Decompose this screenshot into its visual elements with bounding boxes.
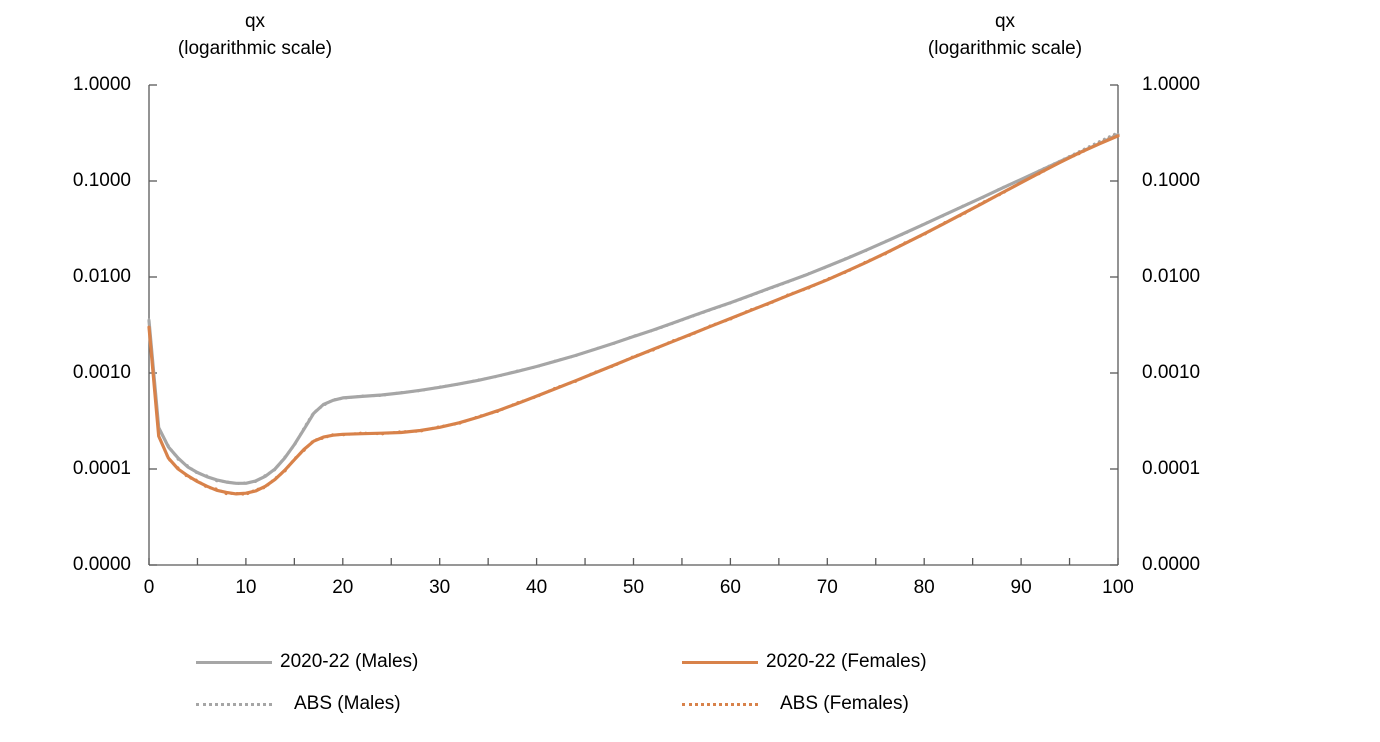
y-tick-label-right: 0.0001 xyxy=(1142,458,1201,479)
x-tick-label: 80 xyxy=(913,577,935,598)
x-tick-label: 90 xyxy=(1010,577,1032,598)
series-line-abs-males xyxy=(147,131,1120,486)
y-tick-label-left: 0.0001 xyxy=(72,458,131,479)
x-tick-label: 30 xyxy=(429,577,451,598)
y-tick-label-right: 1.0000 xyxy=(1142,74,1201,95)
y-tick-label-left: 1.0000 xyxy=(72,74,131,95)
y-tick-label-left: 0.0100 xyxy=(72,266,131,287)
y-tick-label-left: 0.0010 xyxy=(72,362,131,383)
legend-label: 2020-22 (Females) xyxy=(766,651,927,672)
y-tick-label-right: 0.0010 xyxy=(1142,362,1201,383)
x-tick-label: 70 xyxy=(816,577,838,598)
legend-solid-line-swatch xyxy=(196,660,272,664)
x-tick-label: 100 xyxy=(1102,577,1134,598)
legend-dotted-line-swatch xyxy=(196,702,272,706)
x-tick-label: 60 xyxy=(719,577,741,598)
x-tick-label: 10 xyxy=(235,577,257,598)
y-tick-label-left: 0.0000 xyxy=(72,554,131,575)
legend-dotted-line-swatch xyxy=(682,702,758,706)
x-tick-label: 20 xyxy=(332,577,354,598)
y-tick-label-right: 0.0100 xyxy=(1142,266,1201,287)
legend-item: 2020-22 (Males) xyxy=(196,651,418,673)
x-tick-label: 0 xyxy=(143,577,155,598)
y-tick-label-right: 0.1000 xyxy=(1142,170,1201,191)
series-line-2020-22-females xyxy=(147,134,1120,496)
legend-label: 2020-22 (Males) xyxy=(280,651,419,672)
legend-item: ABS (Females) xyxy=(682,693,909,715)
x-tick-label: 40 xyxy=(526,577,548,598)
y-tick-label-left: 0.1000 xyxy=(72,170,131,191)
legend-solid-line-swatch xyxy=(682,660,758,664)
legend-label: ABS (Females) xyxy=(780,693,909,714)
left-axis-title: qx (logarithmic scale) xyxy=(177,11,333,59)
y-tick-label-right: 0.0000 xyxy=(1142,554,1201,575)
series-line-2020-22-males xyxy=(147,132,1120,485)
legend-label: ABS (Males) xyxy=(294,693,401,714)
legend-item: 2020-22 (Females) xyxy=(682,651,927,673)
x-tick-label: 50 xyxy=(622,577,645,598)
legend-item: ABS (Males) xyxy=(196,693,401,715)
right-axis-title: qx (logarithmic scale) xyxy=(927,11,1083,59)
series-line-abs-females xyxy=(147,132,1120,497)
